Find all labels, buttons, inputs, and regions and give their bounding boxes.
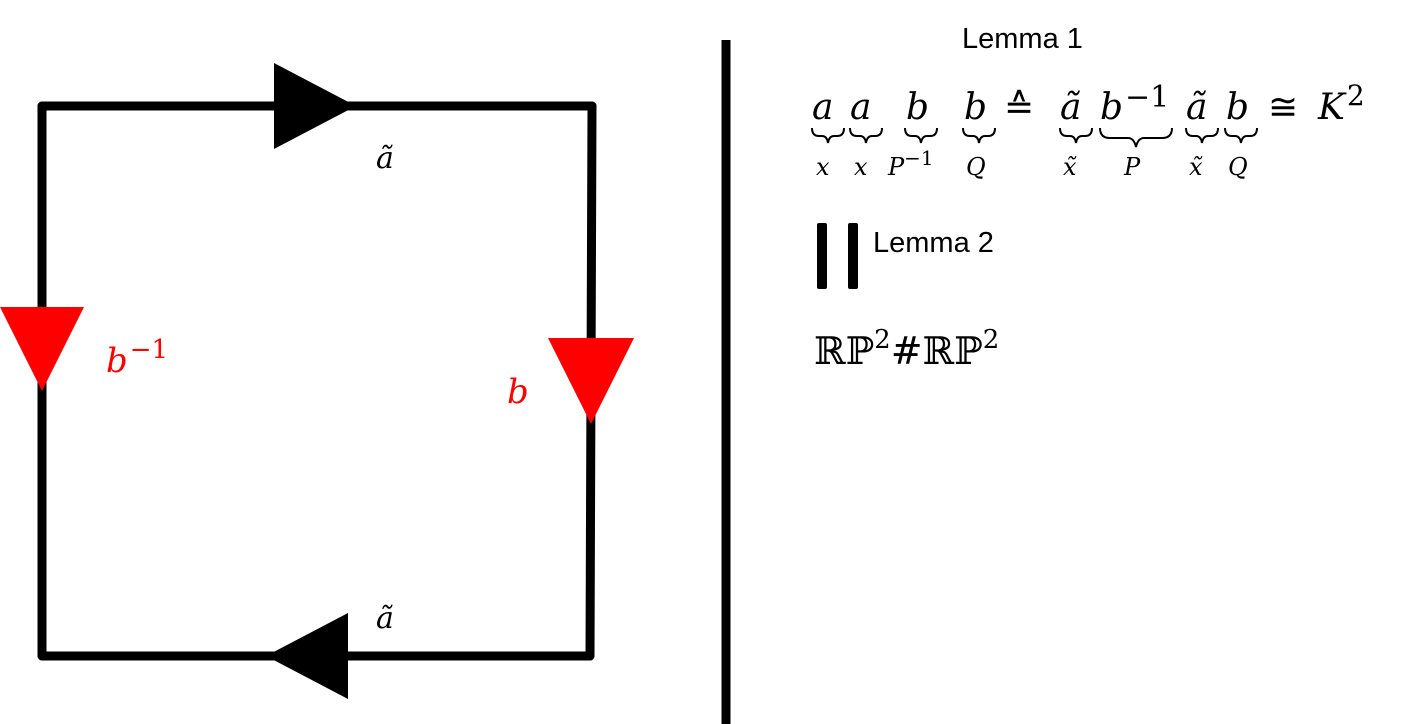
bottom-edge-arrow [266, 613, 348, 699]
rhs-term-3-bottom: x̃ [1189, 153, 1203, 181]
rhs-term-1-bottom: x̃ [1063, 153, 1077, 181]
double-bar-right [848, 223, 858, 289]
left-edge-arrow [0, 307, 84, 391]
rhs-term-2-bottom: P [1123, 153, 1141, 181]
lemma1-result: K2 [1317, 79, 1365, 128]
equiv-symbol: ≙ [1004, 87, 1034, 128]
underbrace-8 [1224, 127, 1258, 144]
lhs-term-3-bottom: P−1 [887, 146, 934, 181]
rhs-term-1-top: ã [1060, 87, 1081, 128]
underbrace-4 [962, 127, 996, 144]
underbrace-7 [1185, 127, 1219, 144]
lemma1-label: Lemma 1 [962, 23, 1083, 55]
left-edge-label: b−1 [106, 335, 168, 381]
rhs-term-4-top: b [1226, 87, 1249, 128]
underbrace-6 [1099, 127, 1173, 148]
lhs-term-1-bottom: x [816, 153, 830, 181]
rhs-term-2-top: b−1 [1100, 80, 1169, 128]
right-edge-arrow [548, 338, 634, 424]
lemma2-label: Lemma 2 [873, 227, 994, 259]
lemma2-expression: ℝℙ2#ℝℙ2 [814, 325, 999, 373]
right-edge-label: b [507, 372, 529, 412]
underbrace-5 [1059, 127, 1093, 144]
double-bar-left [817, 223, 827, 289]
rhs-term-3-top: ã [1186, 87, 1207, 128]
lemma1-lhs: a x a x b P−1 b Q [811, 87, 996, 181]
lhs-term-1-top: a [812, 87, 833, 128]
underbrace-1 [811, 127, 845, 144]
top-edge-arrow [274, 63, 356, 149]
lhs-term-4-top: b [964, 87, 987, 128]
lhs-term-3-top: b [906, 87, 929, 128]
underbrace-3 [904, 127, 938, 144]
lhs-term-2-top: a [850, 87, 871, 128]
lhs-term-2-bottom: x [854, 153, 868, 181]
top-edge-label: ã [376, 141, 394, 176]
lhs-term-4-bottom: Q [966, 153, 986, 181]
bottom-edge-label: ã [376, 601, 394, 636]
rhs-term-4-bottom: Q [1228, 153, 1248, 181]
cong-symbol: ≅ [1268, 87, 1298, 128]
underbrace-2 [849, 127, 883, 144]
lemma1-rhs: ã x̃ b−1 P ã x̃ b Q [1059, 80, 1258, 181]
